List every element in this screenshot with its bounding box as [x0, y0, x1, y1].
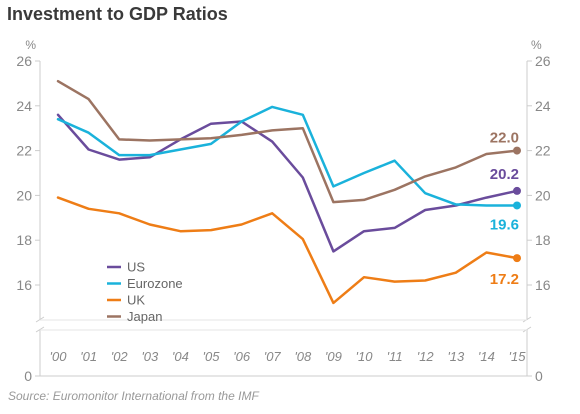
- y-tick-label-right: 22: [535, 143, 551, 159]
- y-tick-label-right: 20: [535, 187, 551, 203]
- y-tick-label-left: 18: [16, 232, 32, 248]
- legend-label-japan: Japan: [127, 309, 162, 324]
- series-line-us: [56, 113, 519, 253]
- end-label-uk: 17.2: [490, 271, 519, 288]
- y-tick-label-right: 26: [535, 53, 551, 69]
- series-line-eurozone: [56, 105, 519, 207]
- end-point-japan: [513, 146, 521, 155]
- y-tick-label-left: 20: [16, 187, 32, 203]
- y-tick-label-left: 22: [16, 143, 32, 159]
- x-tick-label: '06: [233, 349, 251, 364]
- end-point-eurozone: [513, 201, 521, 210]
- x-tick-label: '14: [478, 349, 495, 364]
- x-tick-label: '04: [172, 349, 189, 364]
- x-tick-label: '15: [509, 349, 527, 364]
- end-point-us: [513, 186, 521, 195]
- end-label-us: 20.2: [490, 166, 519, 183]
- x-tick-label: '01: [80, 349, 97, 364]
- y-tick-label-right: 0: [535, 368, 543, 384]
- x-tick-label: '11: [387, 349, 403, 364]
- y-tick-label-left: 26: [16, 53, 32, 69]
- x-tick-label: '09: [325, 349, 342, 364]
- source-note: Source: Euromonitor International from t…: [8, 389, 259, 403]
- end-label-eurozone: 19.6: [490, 216, 519, 233]
- y-unit-label-right: %: [531, 38, 542, 52]
- x-tick-label: '02: [111, 349, 129, 364]
- y-tick-label-right: 18: [535, 232, 551, 248]
- x-tick-label: '03: [141, 349, 159, 364]
- end-label-japan: 22.0: [490, 130, 519, 147]
- y-tick-label-right: 24: [535, 98, 551, 114]
- y-tick-label-right: 16: [535, 277, 551, 293]
- x-tick-label: '10: [356, 349, 374, 364]
- y-tick-label-left: 16: [16, 277, 32, 293]
- end-point-uk: [513, 254, 521, 263]
- x-tick-label: '07: [264, 349, 282, 364]
- series-layer: 20.2 19.6 17.2 22.0: [56, 79, 521, 305]
- y-unit-label-left: %: [25, 38, 36, 52]
- y-tick-label-left: 24: [16, 98, 32, 114]
- x-tick-label: '13: [447, 349, 465, 364]
- legend-label-us: US: [127, 260, 145, 275]
- chart-title: Investment to GDP Ratios: [7, 4, 228, 24]
- legend-label-eurozone: Eurozone: [127, 276, 183, 291]
- series-line-japan: [56, 79, 519, 204]
- x-tick-label: '05: [203, 349, 221, 364]
- legend-label-uk: UK: [127, 293, 145, 308]
- x-tick-label: '00: [50, 349, 68, 364]
- series-line-uk: [56, 196, 519, 305]
- x-tick-label: '08: [294, 349, 312, 364]
- x-tick-label: '12: [417, 349, 435, 364]
- y-tick-label-left: 0: [24, 368, 32, 384]
